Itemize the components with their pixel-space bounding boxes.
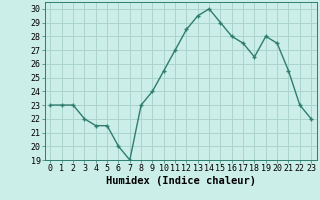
X-axis label: Humidex (Indice chaleur): Humidex (Indice chaleur) (106, 176, 256, 186)
